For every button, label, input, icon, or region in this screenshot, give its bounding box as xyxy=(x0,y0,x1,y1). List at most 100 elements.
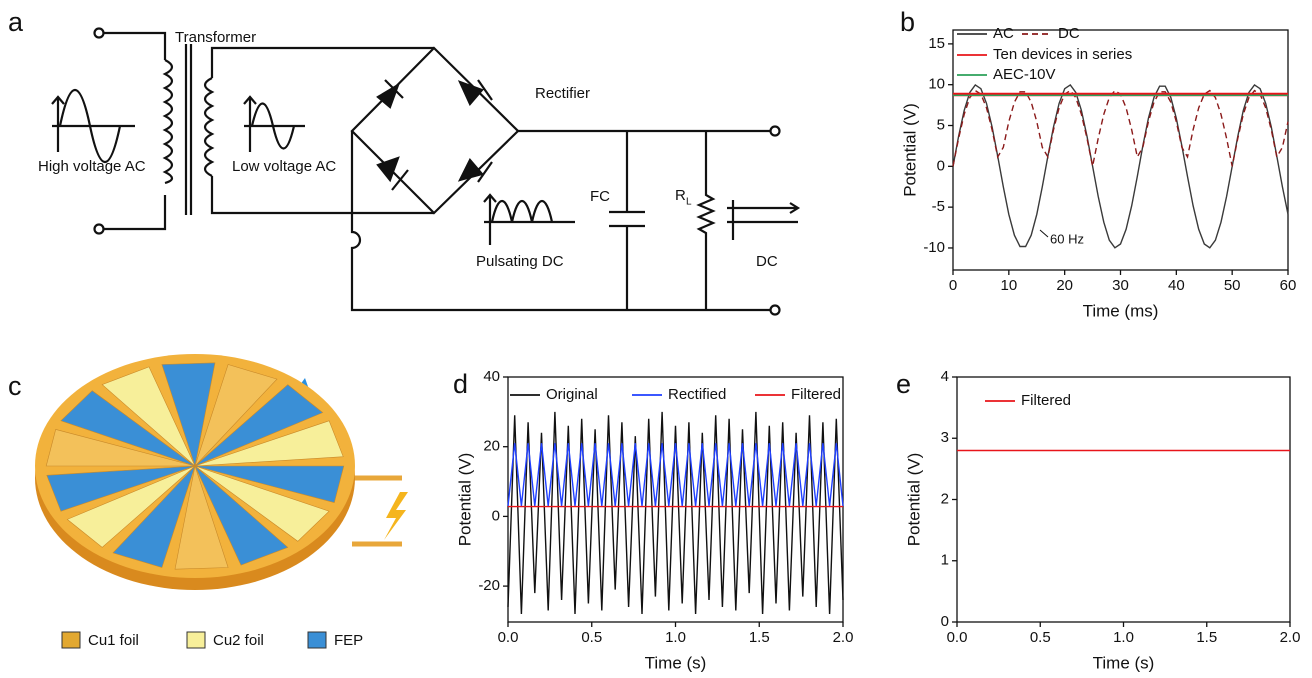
annotation-arrow xyxy=(1039,229,1049,238)
y-tick-label: 10 xyxy=(928,76,945,93)
x-axis-label: Time (s) xyxy=(645,653,707,672)
x-tick-label: 1.0 xyxy=(1113,629,1134,646)
y-tick-label: 0 xyxy=(937,157,945,174)
segment xyxy=(101,366,196,467)
y-axis-label: Potential (V) xyxy=(455,453,474,547)
x-tick-label: 50 xyxy=(1224,277,1241,294)
label: Rectifier xyxy=(535,85,590,102)
segment xyxy=(194,465,330,542)
x-tick-label: 0.5 xyxy=(581,629,602,646)
label: Pulsating DC xyxy=(476,253,564,270)
terminal xyxy=(93,223,105,235)
label: Transformer xyxy=(175,29,256,46)
x-tick-label: 0.0 xyxy=(947,629,968,646)
x-tick-label: 1.5 xyxy=(1196,629,1217,646)
panel-label: d xyxy=(453,369,468,399)
legend-text: DC xyxy=(1058,25,1080,42)
y-tick-label: 40 xyxy=(483,368,500,385)
y-axis-label: Potential (V) xyxy=(900,103,919,197)
legend-text: AC xyxy=(993,25,1014,42)
label: FC xyxy=(590,188,610,205)
x-tick-label: 2.0 xyxy=(1280,629,1301,646)
x-tick-label: 2.0 xyxy=(833,629,854,646)
series-line xyxy=(952,89,1289,167)
label: DC xyxy=(756,253,778,270)
y-tick-label: -10 xyxy=(923,239,945,256)
y-tick-label: 1 xyxy=(941,552,949,569)
segment xyxy=(66,465,196,548)
label: Low voltage AC xyxy=(232,158,336,175)
diode xyxy=(457,79,493,107)
segment xyxy=(45,429,196,467)
series-line xyxy=(952,83,1289,249)
legend-text: FEP xyxy=(334,632,363,649)
x-tick-label: 0.5 xyxy=(1030,629,1051,646)
series-line xyxy=(507,411,844,615)
terminal xyxy=(93,27,105,39)
waveform xyxy=(51,89,135,163)
segment xyxy=(194,384,324,467)
legend-text: Ten devices in series xyxy=(993,46,1132,63)
y-tick-label: 20 xyxy=(483,438,500,455)
diode xyxy=(376,79,404,109)
x-tick-label: 10 xyxy=(1000,277,1017,294)
segment xyxy=(161,362,216,468)
segment xyxy=(174,464,229,570)
diodes xyxy=(376,79,493,191)
legend-text: Filtered xyxy=(1021,392,1071,409)
segment xyxy=(194,420,344,467)
y-tick-label: 0 xyxy=(941,613,949,630)
dc-symbol xyxy=(727,200,801,240)
x-axis-label: Time (ms) xyxy=(1083,301,1159,320)
wire xyxy=(104,31,167,231)
capacitor xyxy=(609,131,645,310)
primary-coil xyxy=(162,59,174,185)
terminal xyxy=(769,304,781,316)
segment xyxy=(46,465,196,512)
y-axis-label: Potential (V) xyxy=(904,453,923,547)
segment xyxy=(194,364,278,467)
panel-label: e xyxy=(896,369,911,399)
legend-swatch xyxy=(186,631,206,649)
legend-text: Rectified xyxy=(668,386,726,403)
label: L xyxy=(686,197,692,208)
waveform xyxy=(483,193,575,245)
legend-text: Filtered xyxy=(791,386,841,403)
y-tick-label: 5 xyxy=(937,116,945,133)
y-tick-label: 2 xyxy=(941,490,949,507)
y-tick-label: 15 xyxy=(928,35,945,52)
resistor xyxy=(696,131,716,310)
x-tick-label: 20 xyxy=(1056,277,1073,294)
x-tick-label: 1.5 xyxy=(749,629,770,646)
device-illustration: Cu1 foil Cu2 foil FEP xyxy=(35,354,408,649)
diode xyxy=(376,156,409,191)
legend-swatch xyxy=(307,631,327,649)
x-tick-label: 30 xyxy=(1112,277,1129,294)
panel-label: c xyxy=(8,371,22,401)
label: R xyxy=(675,187,686,204)
legend-swatch xyxy=(61,631,81,649)
circuit: Transformer High voltage AC Low voltage … xyxy=(38,27,801,316)
legend-text: Cu1 foil xyxy=(88,632,139,649)
bridge xyxy=(350,46,520,215)
series-line xyxy=(507,443,844,506)
diode xyxy=(457,158,493,183)
segment xyxy=(112,465,196,568)
label: High voltage AC xyxy=(38,158,146,175)
waveform xyxy=(243,95,305,152)
secondary-coil xyxy=(203,46,434,215)
legend-text: Original xyxy=(546,386,598,403)
core xyxy=(184,44,193,215)
panel-label: b xyxy=(900,7,915,37)
panel-label: a xyxy=(8,7,24,37)
legend-text: AEC-10V xyxy=(993,66,1056,83)
wire xyxy=(350,475,402,547)
y-tick-label: 0 xyxy=(492,507,500,524)
segment xyxy=(60,390,196,467)
x-tick-label: 0 xyxy=(949,277,957,294)
segment xyxy=(194,465,289,566)
plot-frame xyxy=(956,376,1291,623)
x-tick-label: 0.0 xyxy=(498,629,519,646)
x-axis-label: Time (s) xyxy=(1093,653,1155,672)
